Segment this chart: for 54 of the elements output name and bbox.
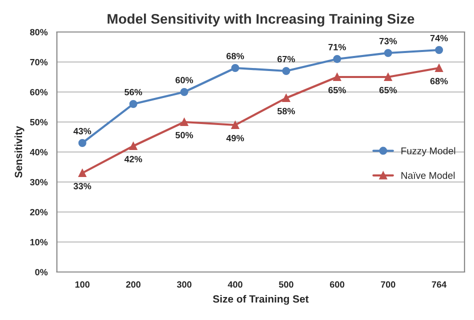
data-label: 43% — [73, 128, 92, 134]
point — [384, 49, 392, 57]
data-label: 60% — [176, 76, 194, 84]
point — [282, 94, 290, 102]
data-label: 74% — [430, 34, 448, 42]
point — [78, 169, 86, 177]
data-label: 65% — [379, 86, 397, 94]
y-tick-label: 20% — [30, 208, 48, 216]
data-label: 56% — [124, 88, 142, 96]
x-tick-label: 200 — [126, 281, 140, 288]
y-tick-label: 50% — [30, 118, 48, 126]
legend-label: Fuzzy Model — [401, 147, 456, 156]
y-tick-label: 80% — [30, 28, 48, 36]
x-tick-label: 700 — [380, 281, 396, 288]
x-tick-label: 400 — [228, 281, 242, 288]
y-tick-label: 0% — [35, 268, 48, 276]
point — [282, 67, 290, 75]
y-tick-label: 40% — [30, 148, 48, 156]
y-tick-label: 10% — [30, 238, 48, 246]
data-label: 65% — [328, 86, 346, 94]
data-label: 42% — [124, 156, 142, 162]
y-axis-title: Sensitivity — [14, 126, 24, 178]
data-label: 50% — [176, 132, 194, 138]
data-label: 71% — [328, 44, 346, 50]
chart-title: Model Sensitivity with Increasing Training Size — [108, 14, 414, 27]
point — [435, 64, 444, 72]
point — [129, 142, 138, 150]
data-label: 33% — [74, 182, 92, 190]
data-label: 67% — [277, 56, 295, 62]
x-tick-label: 100 — [75, 281, 90, 288]
data-label: 68% — [226, 52, 244, 60]
y-tick-label: 30% — [30, 178, 48, 186]
x-tick-label: 300 — [176, 281, 192, 288]
point — [231, 64, 240, 72]
point — [333, 55, 342, 63]
point — [333, 73, 342, 81]
legend-label: Naïve Model — [401, 172, 455, 179]
x-tick-label: 600 — [330, 281, 344, 288]
point — [180, 88, 188, 96]
point — [78, 139, 86, 147]
data-label: 58% — [277, 108, 295, 114]
point — [231, 121, 240, 129]
data-label: 73% — [379, 38, 397, 44]
y-tick-label: 70% — [30, 58, 48, 66]
y-tick-label: 60% — [30, 88, 48, 96]
data-label: 49% — [226, 134, 244, 142]
x-tick-label: 500 — [278, 281, 294, 288]
x-axis-title: Size of Training Set — [212, 295, 309, 305]
data-label: 68% — [430, 78, 448, 84]
x-tick-label: 764 — [432, 281, 447, 288]
point — [384, 73, 392, 81]
point — [129, 100, 138, 108]
point — [435, 46, 444, 54]
point — [180, 118, 188, 126]
